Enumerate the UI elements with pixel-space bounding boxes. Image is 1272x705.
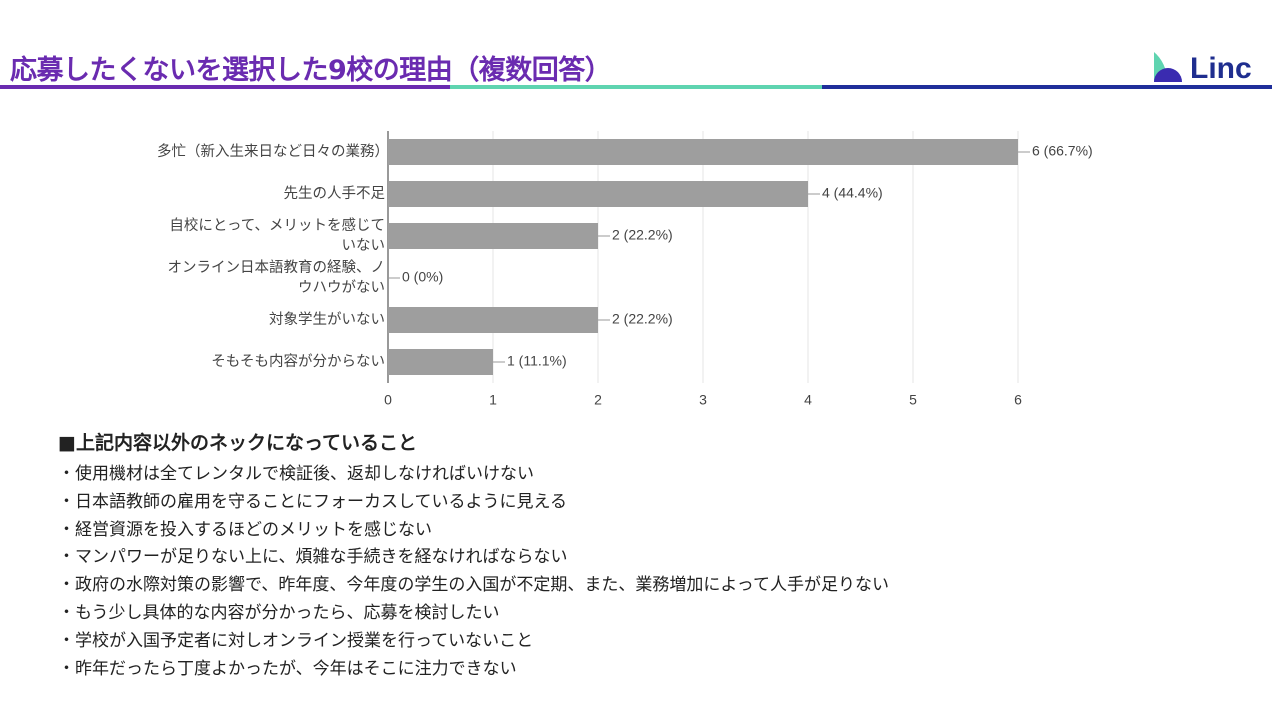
value-label: 2 (22.2%)	[612, 311, 673, 327]
value-label: 0 (0%)	[402, 269, 443, 285]
title-rule	[450, 85, 822, 89]
y-tick-label: 対象学生がいない	[269, 312, 385, 328]
y-tick-label: 多忙（新入生来日など日々の業務）	[157, 144, 389, 160]
note-item: ・昨年だったら丁度よかったが、今年はそこに注力できない	[58, 658, 517, 679]
x-tick-label: 1	[489, 392, 497, 408]
value-label: 1 (11.1%)	[507, 353, 567, 369]
bar	[388, 139, 1018, 165]
note-item: ・マンパワーが足りない上に、煩雑な手続きを経なければならない	[58, 547, 568, 568]
y-tick-label: 先生の人手不足	[283, 186, 386, 202]
note-item: ・経営資源を投入するほどのメリットを感じない	[58, 519, 432, 540]
slide-title: 応募したくないを選択した9校の理由（複数回答）	[10, 55, 612, 86]
note-item: ・学校が入国予定者に対しオンライン授業を行っていないこと	[58, 630, 534, 651]
value-label: 2 (22.2%)	[612, 227, 673, 243]
note-item: ・もう少し具体的な内容が分かったら、応募を検討したい	[58, 603, 500, 623]
value-label: 4 (44.4%)	[822, 185, 883, 201]
title-rule	[0, 85, 450, 89]
x-tick-label: 4	[804, 392, 812, 408]
y-tick-label: そもそも内容が分からない	[211, 354, 385, 370]
x-tick-label: 3	[699, 392, 707, 408]
bar	[388, 223, 598, 249]
note-item: ・日本語教師の雇用を守ることにフォーカスしているように見える	[58, 491, 567, 512]
x-tick-label: 2	[594, 392, 602, 408]
notes-heading: ■上記内容以外のネックになっていること	[58, 432, 418, 454]
value-label: 6 (66.7%)	[1032, 143, 1093, 159]
bar	[388, 181, 808, 207]
note-item: ・政府の水際対策の影響で、昨年度、今年度の学生の入国が不定期、また、業務増加によ…	[58, 575, 889, 596]
y-tick-label: 自校にとって、メリットを感じていない	[169, 218, 385, 254]
title-rule	[822, 85, 1272, 89]
logo-mark	[1154, 68, 1182, 82]
x-tick-label: 5	[909, 392, 917, 408]
note-item: ・使用機材は全てレンタルで検証後、返却しなければいけない	[58, 464, 534, 484]
y-tick-label: オンライン日本語教育の経験、ノウハウがない	[167, 260, 386, 296]
x-tick-label: 0	[384, 392, 392, 408]
bar	[388, 349, 493, 375]
x-tick-label: 6	[1014, 392, 1022, 408]
logo: Linc	[1190, 52, 1252, 85]
bar	[388, 307, 598, 333]
